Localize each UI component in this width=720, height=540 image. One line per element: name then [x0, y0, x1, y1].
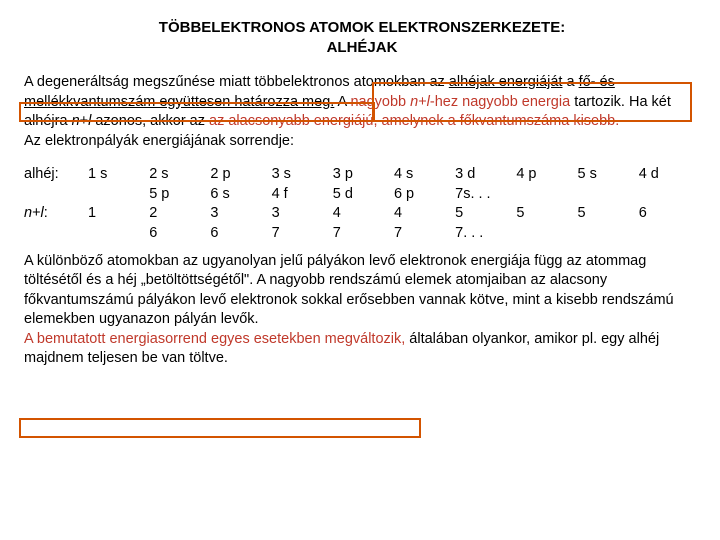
text: -hez nagyobb energia [430, 94, 570, 110]
cell [639, 224, 700, 244]
second-paragraph: A különböző atomokban az ugyanolyan jelű… [24, 252, 700, 369]
cell: 4 [333, 204, 394, 224]
highlight-phrase: nagyobb n+l-hez nagyobb energia [350, 94, 570, 110]
page-title: TÖBBELEKTRONOS ATOMOK ELEKTRONSZERKEZETE… [24, 18, 700, 57]
highlight-phrase: A bemutatott energiasorrend egyes esetek… [24, 331, 405, 347]
row-nl-1: n+l: 1 2 3 3 4 4 5 5 5 6 [24, 204, 700, 224]
highlight-phrase: az alacsonyabb energiájú, amelynek a fők… [209, 113, 619, 129]
cell: 6 [149, 224, 210, 244]
cell: 3 d [455, 165, 516, 185]
cell: 7. . . [455, 224, 516, 244]
cell: 1 [88, 204, 149, 224]
text: A [334, 94, 350, 110]
cell: 4 s [394, 165, 455, 185]
cell: 3 s [272, 165, 333, 185]
cell [578, 185, 639, 205]
cell: 2 p [210, 165, 271, 185]
cell: 1 s [88, 165, 149, 185]
cell: 4 f [272, 185, 333, 205]
intro-paragraph: A degeneráltság megszűnése miatt többele… [24, 73, 700, 151]
text: nagyobb [350, 94, 410, 110]
cell: 5 [516, 204, 577, 224]
cell: 2 [149, 204, 210, 224]
cell: 5 s [578, 165, 639, 185]
text-italic: n [24, 205, 32, 221]
title-line-2: ALHÉJAK [327, 39, 398, 56]
cell: 3 [210, 204, 271, 224]
cell: 7 [333, 224, 394, 244]
text-italic: n [410, 94, 418, 110]
text: a [562, 74, 578, 90]
text: Az elektronpályák energiájának sorrendje… [24, 133, 294, 149]
cell: 6 [639, 204, 700, 224]
cell: 7 [394, 224, 455, 244]
text-italic: n [72, 113, 80, 129]
text: + [418, 94, 426, 110]
text: azonos, akkor az [91, 113, 209, 129]
orbital-table: alhéj: 1 s 2 s 2 p 3 s 3 p 4 s 3 d 4 p 5… [24, 165, 700, 243]
cell: 3 [272, 204, 333, 224]
cell: 7 [272, 224, 333, 244]
text: A különböző atomokban az ugyanolyan jelű… [24, 253, 674, 328]
cell [516, 224, 577, 244]
cell [639, 185, 700, 205]
cell: 6 p [394, 185, 455, 205]
cell: 2 s [149, 165, 210, 185]
highlight-box [19, 418, 421, 438]
cell [88, 185, 149, 205]
cell [88, 224, 149, 244]
cell: 7s. . . [455, 185, 516, 205]
cell: 3 p [333, 165, 394, 185]
cell: 5 [578, 204, 639, 224]
text-underline: alhéjak energiáját [449, 74, 563, 90]
cell: 5 [455, 204, 516, 224]
row-nl-2: 6 6 7 7 7 7. . . [24, 224, 700, 244]
text: + [32, 205, 40, 221]
cell: 4 [394, 204, 455, 224]
cell: 5 d [333, 185, 394, 205]
title-line-1: TÖBBELEKTRONOS ATOMOK ELEKTRONSZERKEZETE… [159, 19, 565, 36]
text: : [44, 205, 48, 221]
cell: 6 s [210, 185, 271, 205]
row-alhej-1: alhéj: 1 s 2 s 2 p 3 s 3 p 4 s 3 d 4 p 5… [24, 165, 700, 185]
cell [578, 224, 639, 244]
cell: 4 p [516, 165, 577, 185]
row-label: alhéj: [24, 166, 59, 182]
row-alhej-2: 5 p 6 s 4 f 5 d 6 p 7s. . . [24, 185, 700, 205]
cell [516, 185, 577, 205]
text: A degeneráltság megszűnése miatt többele… [24, 74, 449, 90]
cell: 6 [210, 224, 271, 244]
cell: 5 p [149, 185, 210, 205]
text: + [80, 113, 88, 129]
cell: 4 d [639, 165, 700, 185]
row-label: n+l: [24, 204, 88, 224]
